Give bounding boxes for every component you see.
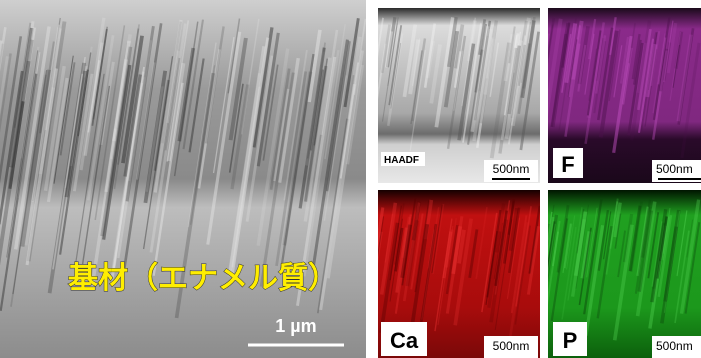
- figure: 基材（エナメル質） 1 µm HAADF 500nm F 500nm Ca 50…: [0, 0, 701, 358]
- map-label: F: [561, 152, 574, 177]
- scale-label: 500nm: [493, 339, 530, 353]
- map-label: Ca: [390, 328, 419, 353]
- scale-label: 500nm: [656, 339, 693, 353]
- main-label: 基材（エナメル質）: [68, 261, 338, 295]
- main-scale-label: 1 µm: [275, 316, 316, 336]
- scale-label: 500nm: [656, 162, 693, 176]
- scale-label: 500nm: [493, 162, 530, 176]
- map-label: HAADF: [384, 155, 419, 166]
- page: 基材（エナメル質） 1 µm HAADF 500nm F 500nm Ca 50…: [0, 0, 701, 358]
- map-label: P: [563, 328, 578, 353]
